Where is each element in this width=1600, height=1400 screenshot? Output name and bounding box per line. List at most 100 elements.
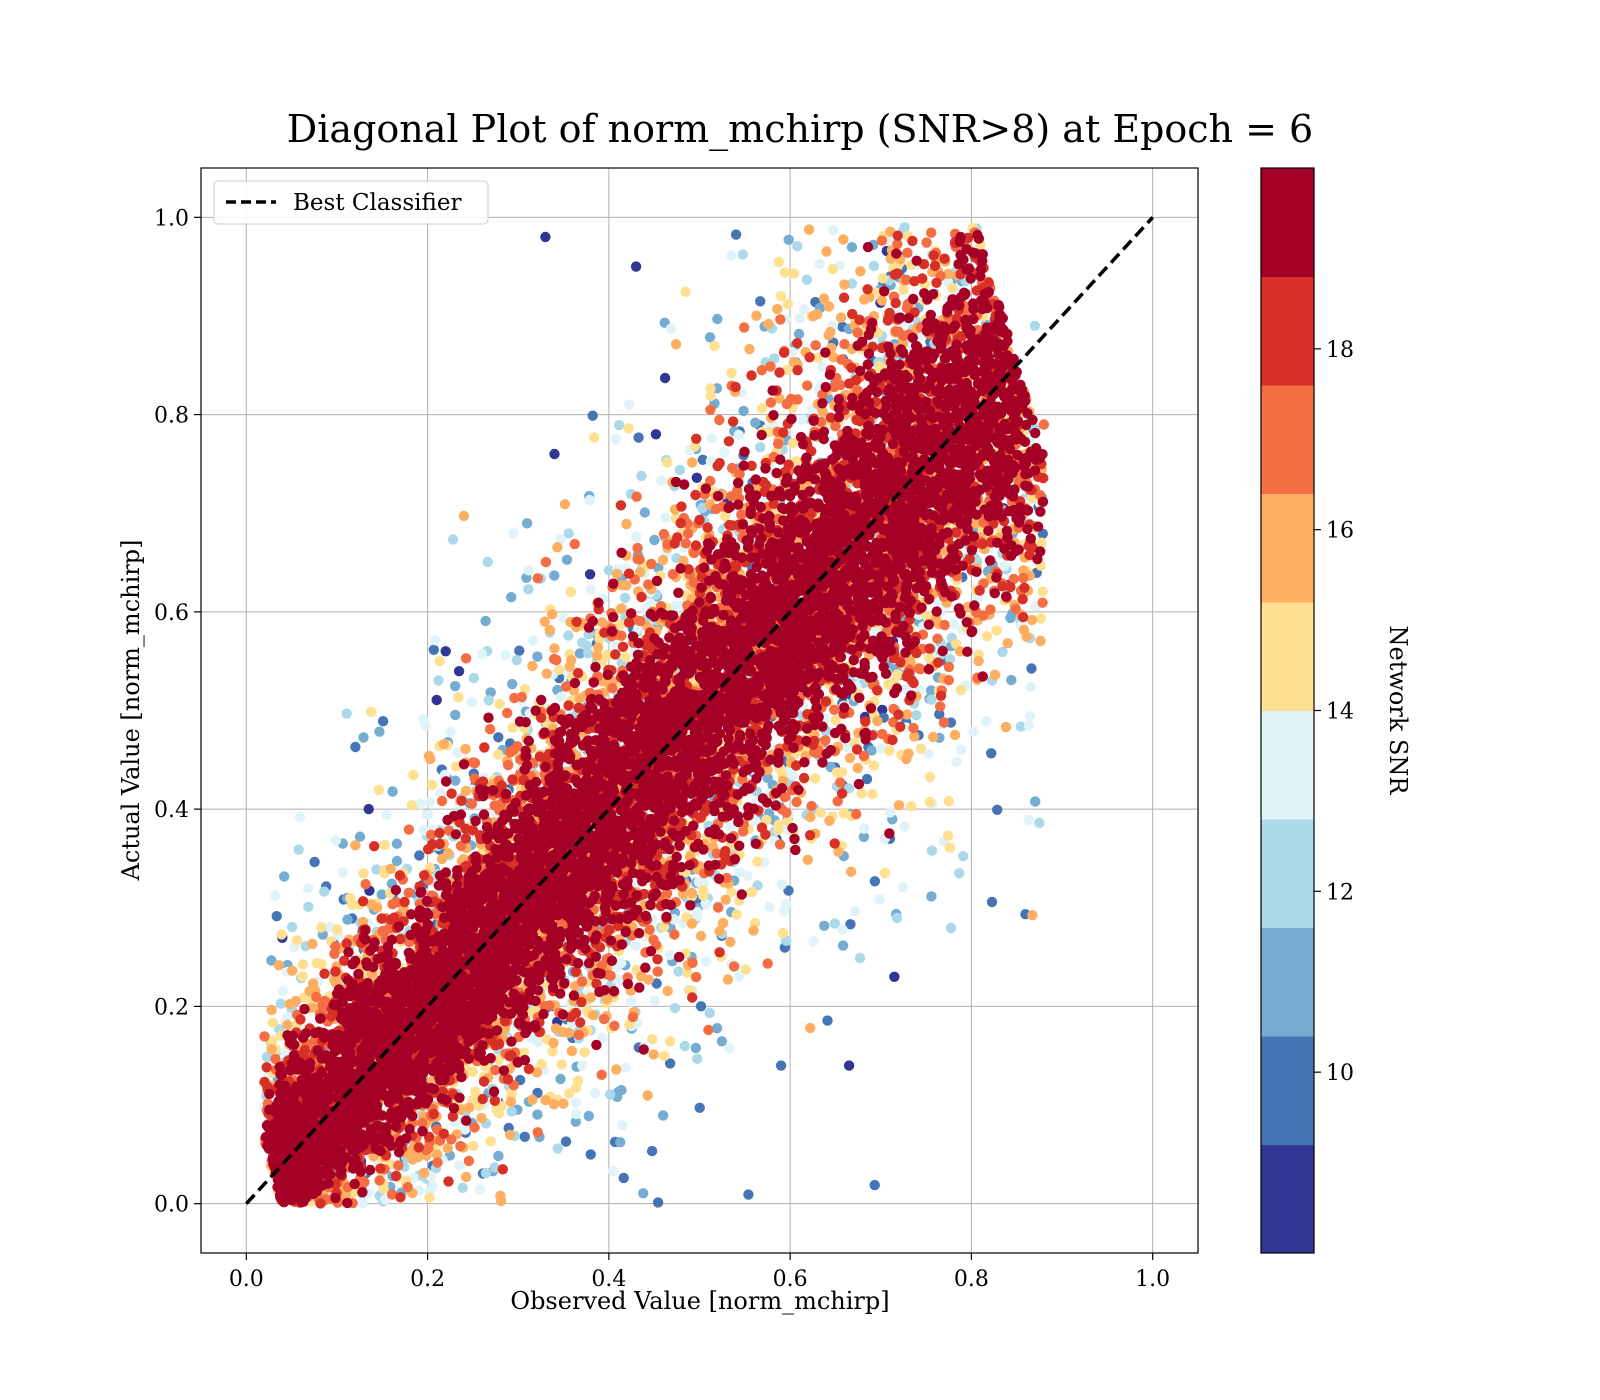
scatter-point [651, 978, 662, 989]
scatter-point [528, 635, 539, 646]
scatter-point [613, 420, 625, 431]
scatter-point [347, 899, 358, 910]
scatter-point [773, 256, 785, 267]
scatter-point [822, 1015, 833, 1026]
scatter-point [986, 748, 997, 759]
scatter-point [991, 625, 1002, 636]
scatter-point [1037, 586, 1048, 597]
scatter-point [782, 298, 793, 310]
scatter-point [381, 809, 392, 820]
scatter-point [810, 340, 821, 351]
scatter-point [564, 1088, 575, 1099]
scatter-point [605, 1089, 616, 1100]
scatter-point [297, 959, 309, 970]
scatter-point [541, 668, 552, 679]
scatter-point [433, 675, 444, 686]
scatter-point [731, 909, 742, 920]
scatter-point [876, 295, 888, 306]
scatter-point [566, 1045, 578, 1057]
scatter-point [829, 918, 841, 929]
scatter-point [674, 464, 686, 476]
scatter-point [1026, 614, 1038, 626]
scatter-point [955, 744, 967, 756]
scatter-point [725, 936, 736, 948]
scatter-point [944, 653, 956, 665]
scatter-point [544, 1000, 555, 1011]
scatter-point [926, 845, 938, 856]
scatter-point [613, 1086, 624, 1098]
scatter-point [670, 339, 682, 350]
scatter-point [872, 715, 883, 727]
scatter-point [757, 403, 768, 414]
scatter-point [704, 1007, 715, 1019]
scatter-point [687, 457, 698, 468]
scatter-point [432, 1157, 443, 1168]
scatter-point [725, 250, 737, 261]
scatter-points [259, 222, 1050, 1209]
scatter-point [480, 1167, 492, 1179]
scatter-point [928, 731, 939, 743]
scatter-point [589, 1087, 601, 1099]
scatter-point [266, 1044, 277, 1055]
scatter-point [371, 864, 382, 875]
scatter-point [934, 709, 945, 720]
scatter-point [806, 800, 817, 812]
scatter-point [482, 556, 493, 568]
scatter-point [445, 726, 456, 737]
scatter-point [877, 704, 888, 716]
scatter-point [926, 891, 937, 902]
scatter-point [270, 890, 281, 901]
scatter-point [460, 743, 471, 755]
scatter-point [391, 838, 403, 849]
scatter-point [259, 1031, 270, 1042]
scatter-point [500, 649, 511, 661]
scatter-point [374, 726, 385, 737]
scatter-point [724, 1043, 735, 1054]
scatter-point [561, 554, 573, 565]
scatter-point [997, 646, 1008, 658]
scatter-point [303, 883, 314, 894]
scatter-point [620, 651, 631, 663]
scatter-point [474, 1184, 486, 1195]
scatter-point [652, 1197, 664, 1208]
scatter-point [943, 796, 954, 807]
scatter-point [311, 958, 322, 969]
scatter-point [954, 868, 965, 879]
scatter-point [869, 876, 881, 887]
scatter-point [1015, 721, 1027, 732]
scatter-point [354, 831, 366, 842]
scatter-point [876, 235, 888, 246]
scatter-point [968, 726, 979, 737]
scatter-point [714, 926, 725, 937]
scatter-point [884, 745, 895, 756]
scatter-point [506, 1106, 517, 1117]
scatter-point [467, 1066, 478, 1077]
scatter-point [424, 797, 436, 808]
scatter-point [587, 410, 598, 421]
scatter-point [1006, 674, 1017, 686]
scatter-point [664, 1058, 676, 1069]
scatter-point [763, 318, 774, 330]
scatter-point [455, 1140, 466, 1152]
scatter-point [662, 985, 673, 997]
scatter-point [711, 1022, 723, 1034]
scatter-point [680, 286, 691, 297]
scatter-point [460, 653, 472, 664]
scatter-point [330, 835, 342, 846]
scatter-point [837, 940, 849, 951]
scatter-point [877, 273, 888, 284]
scatter-point [1023, 814, 1034, 826]
scatter-point [1010, 603, 1021, 614]
scatter-point [802, 854, 813, 865]
scatter-point [899, 821, 910, 832]
scatter-point [574, 648, 586, 659]
scatter-point [844, 752, 856, 764]
scatter-point [309, 856, 320, 868]
scatter-point [869, 1179, 880, 1191]
scatter-point [858, 831, 870, 843]
scatter-point [286, 921, 298, 933]
scatter-point [1005, 612, 1016, 624]
scatter-point [556, 1059, 567, 1070]
scatter-point [893, 326, 904, 337]
